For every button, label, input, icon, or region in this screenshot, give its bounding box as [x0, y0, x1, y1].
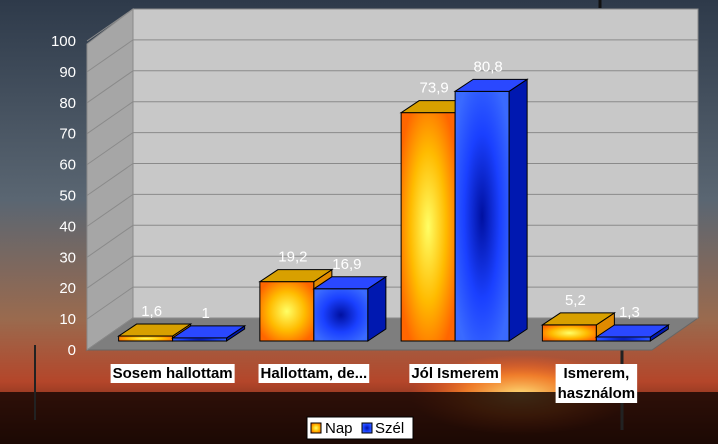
y-tick-label: 60 [59, 157, 76, 174]
svg-text:Jól Ismerem: Jól Ismerem [411, 365, 499, 382]
y-tick-label: 40 [59, 218, 76, 235]
data-label: 73,9 [420, 80, 449, 97]
gridline-side [86, 39, 134, 73]
data-label: 1 [201, 305, 209, 322]
gridline-side [86, 317, 134, 351]
bar-nap-1 [259, 281, 315, 342]
y-tick-label: 100 [51, 33, 76, 50]
bar-szél-3 [595, 336, 651, 342]
bar-top [540, 312, 617, 326]
bar-top [170, 325, 247, 339]
x-tick-label: Hallottam, de... [258, 364, 370, 383]
gridline-side [86, 70, 134, 104]
legend-swatch-nap [310, 422, 322, 434]
data-label: 1,3 [619, 304, 640, 321]
gridline-side [86, 132, 134, 166]
x-tick-label: Ismerem, használom [555, 364, 638, 403]
y-tick-label: 20 [59, 280, 76, 297]
y-tick-label: 70 [59, 126, 76, 143]
data-label: 80,8 [474, 58, 503, 75]
bar-szél-2 [454, 90, 510, 342]
gridline-side [86, 8, 134, 42]
gridline-side [86, 286, 134, 320]
data-labels: 1,6 1 19,2 16,9 73,9 80,8 5,2 1,3 [141, 58, 640, 322]
bar-top [258, 269, 334, 283]
bar-nap-2 [400, 112, 456, 342]
bar-side [508, 78, 528, 342]
svg-text:Hallottam, de...: Hallottam, de... [261, 365, 368, 382]
bar-top [594, 324, 671, 338]
x-tick-label: Sosem hallottam [110, 364, 235, 383]
svg-text:használom: használom [558, 385, 636, 402]
bar-top [312, 276, 388, 290]
data-label: 16,9 [332, 256, 361, 273]
bar-top [116, 323, 193, 337]
gridline-side [86, 255, 134, 289]
y-tick-label: 10 [59, 311, 76, 328]
y-tick-label: 90 [59, 64, 76, 81]
legend: Nap Szél [306, 416, 414, 440]
y-tick-label: 0 [68, 342, 76, 359]
gridline-side [86, 224, 134, 258]
bar-nap-0 [118, 335, 174, 342]
svg-text:Sosem hallottam: Sosem hallottam [113, 365, 233, 382]
svg-text:Ismerem,: Ismerem, [563, 365, 629, 382]
legend-swatch-szel [361, 422, 373, 434]
y-tick-label: 80 [59, 95, 76, 112]
x-tick-label: Jól Ismerem [409, 364, 501, 383]
legend-label-nap: Nap [325, 420, 353, 437]
gridline-side [86, 193, 134, 227]
plot-frame [85, 7, 700, 351]
gridline-side [86, 101, 134, 135]
data-label: 19,2 [278, 249, 307, 266]
y-tick-label: 50 [59, 188, 76, 205]
legend-label-szel: Szél [375, 420, 404, 437]
y-tick-label: 30 [59, 249, 76, 266]
data-label: 5,2 [565, 292, 586, 309]
gridline-side [86, 163, 134, 196]
data-label: 1,6 [141, 303, 162, 320]
x-axis: Sosem hallottam Hallottam, de... Jól Ismer… [110, 364, 638, 403]
bar-szél-1 [313, 288, 369, 342]
bar-top [453, 78, 529, 92]
y-axis: 0 10 20 30 40 50 60 70 80 90 100 [51, 33, 76, 359]
bar-nap-3 [541, 324, 597, 342]
bar-series [116, 78, 671, 342]
